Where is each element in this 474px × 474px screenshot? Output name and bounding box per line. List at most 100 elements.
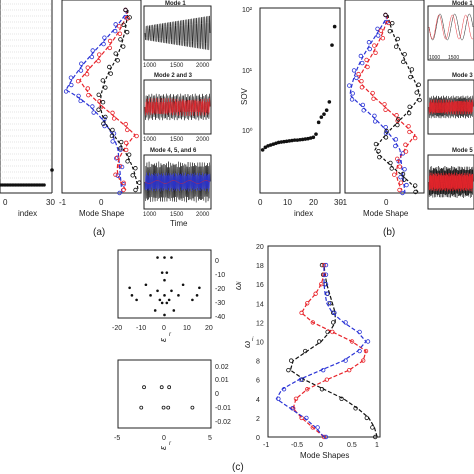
c-mode-panel: 0 2 4 6 8 10 12 14 16 18 20 -1 -0.5 0 0.5 1 ω i Mode S… — [242, 244, 381, 460]
a-mode-marker — [108, 71, 113, 76]
a-mode-marker — [103, 85, 108, 90]
c-eig-top-point — [158, 298, 162, 302]
c-top-xtick-3: 10 — [183, 325, 191, 332]
c-bot-ytick-1: 0.01 — [215, 377, 229, 384]
a-index-xlabel: index — [18, 209, 37, 218]
b-index-xlabel: index — [294, 209, 313, 218]
b-mode-markers — [347, 12, 422, 196]
a-index-dot — [50, 168, 54, 172]
c-mode-ytick: 8 — [256, 359, 260, 366]
b-mode-marker — [356, 71, 361, 77]
b-mode-marker — [354, 75, 359, 81]
c-mode-series-point — [323, 262, 329, 268]
c-mode-series-point — [323, 282, 329, 287]
c-mode-xtick: 0 — [319, 442, 323, 449]
c-mode-series-point — [324, 291, 330, 296]
a-mode-marker — [111, 116, 117, 121]
a-mode-marker — [123, 7, 128, 13]
c-mode-yticks: 0 2 4 6 8 10 12 14 16 18 20 — [256, 244, 264, 442]
b-mode-marker — [387, 28, 393, 34]
a-ts1-line — [144, 15, 211, 51]
c-mode-series-point — [364, 415, 369, 421]
a-mode-marker — [133, 166, 138, 171]
a-time-title-1: Mode 1 — [165, 1, 186, 7]
a-mode-marker — [123, 121, 128, 127]
a-mode-marker — [98, 104, 104, 110]
b-mode-marker — [347, 83, 352, 88]
b-sov-point — [292, 138, 297, 142]
b-sov-point — [314, 132, 318, 136]
b-xtick-20: 20 — [309, 198, 318, 207]
b-ts3-red-line — [428, 172, 474, 192]
c-eig-bottom-marker — [167, 385, 172, 390]
c-bot-ytick-4: -0.02 — [215, 419, 231, 426]
c-top-ytick-4: -40 — [215, 314, 225, 321]
b-mode-marker — [403, 149, 409, 154]
c-top-ytick-0: 0 — [215, 258, 219, 265]
c-mode-ytick: 20 — [256, 244, 264, 251]
b-mode-marker — [398, 174, 403, 180]
c-eig-bottom: 0.02 0.01 0 -0.01 -0.02 -5 0 5 ε r — [114, 359, 231, 450]
c-top-ytick-2: -20 — [215, 286, 225, 293]
a-mode-marker — [85, 65, 90, 70]
c-mode-series-point — [373, 434, 378, 440]
b-mode-xlabel: Mode Shape — [363, 209, 409, 218]
b-sov-point — [330, 43, 334, 47]
b-mode-marker — [403, 142, 408, 147]
b-mode-marker — [384, 128, 389, 134]
b-mode-marker — [388, 160, 393, 166]
c-mode-ytick: 12 — [256, 320, 264, 327]
c-top-xlabel-sub: r — [169, 332, 172, 338]
a-mode-marker — [127, 15, 132, 20]
b-sov-point — [303, 137, 308, 141]
c-top-xtick-1: -10 — [136, 325, 146, 332]
a-mode-xtick-0: 0 — [99, 198, 104, 207]
c-mode-series-line — [292, 265, 367, 438]
a-time-xlabel: Time — [170, 219, 188, 228]
a-time-series-1 — [144, 15, 211, 51]
a-mode-marker — [76, 93, 81, 99]
b-mode-marker — [393, 44, 399, 49]
c-mode-series-point — [305, 387, 310, 392]
b-mode-marker — [401, 59, 406, 65]
b-sov-point — [279, 140, 284, 144]
c-mode-series-point — [349, 339, 355, 344]
c-mode-ytick: 4 — [256, 397, 260, 404]
c-eig-top-point — [160, 271, 164, 274]
b-mode-marker — [375, 26, 380, 31]
a-mode-marker — [110, 110, 115, 116]
c-top-ylabel-sub: i — [237, 281, 243, 283]
c-eig-top-point — [163, 313, 166, 317]
a-mode-marker — [68, 75, 74, 80]
a-mode-marker — [90, 104, 95, 109]
a-mode-marker — [69, 82, 74, 88]
c-mode-series-point — [289, 358, 294, 363]
a-time-3-xtick-1: 1500 — [170, 212, 184, 218]
b-mode-marker — [390, 20, 395, 26]
b-ytick-10: 10¹ — [242, 68, 253, 75]
b-mode-marker — [389, 166, 394, 171]
b-mode-marker — [383, 124, 388, 130]
c-mode-ytick: 16 — [256, 282, 264, 289]
b-ts1-red-line — [428, 14, 474, 40]
b-xtick-0: 0 — [258, 198, 263, 207]
b-mode-marker — [393, 137, 399, 142]
c-mode-series-point — [347, 367, 352, 373]
c-mode-xticks: -1 -0.5 0 0.5 1 — [263, 442, 379, 449]
b-mode-marker — [360, 102, 366, 108]
a-mode-marker — [117, 23, 122, 29]
b-sov-point — [282, 139, 286, 144]
c-mode-series-point — [330, 329, 335, 335]
c-mode-ytick: 10 — [256, 340, 264, 347]
a-mode-marker — [110, 139, 115, 144]
b-mode-panel: -1 0 Mode Shape — [340, 0, 425, 218]
a-mode-marker — [124, 29, 130, 35]
a-time-1-xtick-0: 1000 — [143, 63, 157, 69]
c-eig-top-point — [163, 278, 166, 282]
b-sov-point — [327, 100, 332, 104]
c-mode-series-point — [332, 310, 337, 316]
a-mode-black-curve — [99, 9, 139, 191]
c-mode-series-point — [321, 434, 327, 440]
c-mode-ylabel-sub: i — [252, 337, 254, 343]
b-mode-marker — [394, 113, 399, 118]
